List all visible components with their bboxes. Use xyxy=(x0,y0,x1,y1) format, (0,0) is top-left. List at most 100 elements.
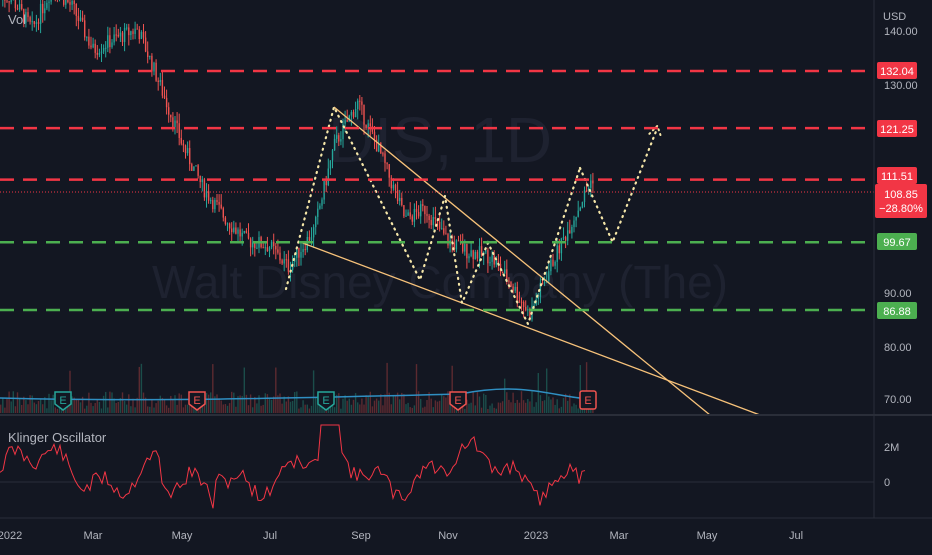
candle-body xyxy=(367,123,369,129)
volume-bar xyxy=(233,392,235,413)
candle-body xyxy=(558,245,560,254)
trendlines[interactable] xyxy=(299,106,761,416)
volume-bar xyxy=(270,399,273,413)
volume-bar xyxy=(273,396,275,413)
candle-body xyxy=(522,301,525,307)
level-badge[interactable] xyxy=(877,62,917,79)
support-resistance-levels[interactable] xyxy=(0,69,874,312)
volume-bar xyxy=(493,407,495,413)
volume-bar xyxy=(489,405,491,413)
volume-bar xyxy=(56,408,59,413)
volume-bar xyxy=(42,404,44,413)
candle-body xyxy=(100,51,103,54)
level-badge[interactable] xyxy=(877,233,917,250)
candle-body xyxy=(262,247,264,249)
candle-body xyxy=(407,212,409,216)
candle-body xyxy=(182,143,185,146)
candle-body xyxy=(506,269,508,281)
price-tick: 140.00 xyxy=(884,26,918,38)
time-tick: Nov xyxy=(438,530,458,542)
candle-body xyxy=(136,28,138,30)
candle-body xyxy=(426,214,428,216)
candle-body xyxy=(527,309,529,311)
price-tick: 130.00 xyxy=(884,80,918,92)
candle-body xyxy=(195,165,197,167)
volume-bar xyxy=(258,395,260,413)
candle-body xyxy=(226,223,229,225)
volume-bar xyxy=(378,400,380,413)
earnings-marker[interactable]: E xyxy=(449,391,467,411)
volume-bar xyxy=(239,395,241,413)
candlesticks[interactable] xyxy=(0,0,594,322)
earnings-marker[interactable]: E xyxy=(54,391,72,411)
volume-bar xyxy=(60,407,63,413)
volume-bar xyxy=(294,392,296,413)
candle-body xyxy=(287,259,290,272)
candle-body xyxy=(130,31,132,36)
time-tick: May xyxy=(172,530,193,542)
level-badge-label: 121.25 xyxy=(880,124,914,136)
klinger-oscillator-line[interactable] xyxy=(0,424,586,509)
candle-body xyxy=(583,190,586,203)
candle-body xyxy=(90,45,92,48)
earnings-marker[interactable]: E xyxy=(579,390,597,410)
candle-body xyxy=(168,107,170,115)
candle-body xyxy=(14,0,17,9)
volume-bar xyxy=(352,399,355,413)
candle-body xyxy=(48,1,50,3)
candle-body xyxy=(134,28,136,35)
candle-body xyxy=(237,229,239,234)
volume-bar xyxy=(564,393,567,413)
volume-bar xyxy=(254,396,256,413)
candle-body xyxy=(42,3,44,14)
candle-body xyxy=(312,227,315,238)
level-badge[interactable] xyxy=(877,120,917,137)
candle-body xyxy=(231,228,233,233)
candle-body xyxy=(113,34,115,43)
volume-bar xyxy=(434,400,437,413)
volume-bar xyxy=(92,406,94,413)
candle-body xyxy=(512,286,514,291)
candle-body xyxy=(501,271,504,274)
upper-trendline[interactable] xyxy=(333,106,711,416)
earnings-marker[interactable]: E xyxy=(188,391,206,411)
last-price-badge[interactable] xyxy=(875,184,927,218)
candle-body xyxy=(472,250,474,260)
volume-bar xyxy=(426,400,428,413)
volume-bar xyxy=(342,398,344,413)
candle-body xyxy=(346,120,348,122)
volume-bar xyxy=(331,400,334,413)
volume-bar xyxy=(298,408,300,413)
volume-bar xyxy=(384,394,386,413)
time-tick: Jul xyxy=(263,530,277,542)
volume-bar xyxy=(216,394,218,413)
level-badge[interactable] xyxy=(877,302,917,319)
volume-bar xyxy=(522,400,525,413)
level-badge[interactable] xyxy=(877,167,917,184)
earnings-marker[interactable]: E xyxy=(317,391,335,411)
volume-bar xyxy=(556,399,558,413)
candle-body xyxy=(63,0,65,5)
candle-body xyxy=(516,286,518,301)
candle-body xyxy=(296,247,298,258)
volume-bar xyxy=(399,399,401,413)
candle-body xyxy=(487,250,489,264)
candle-body xyxy=(159,79,161,82)
oscillator-tick: 0 xyxy=(884,477,890,489)
candle-body xyxy=(69,2,71,5)
volume-bar xyxy=(336,394,338,413)
candle-body xyxy=(189,148,191,165)
candle-body xyxy=(132,31,134,35)
candle-body xyxy=(409,212,411,217)
lower-trendline[interactable] xyxy=(299,241,761,416)
candle-body xyxy=(243,230,245,233)
candle-body xyxy=(548,271,550,281)
volume-bar xyxy=(392,395,395,413)
candle-body xyxy=(67,0,69,3)
time-tick: Mar xyxy=(84,530,103,542)
candle-body xyxy=(37,22,40,24)
volume-bar xyxy=(506,392,508,413)
volume-bar xyxy=(344,395,346,413)
volume-bar xyxy=(560,406,563,413)
